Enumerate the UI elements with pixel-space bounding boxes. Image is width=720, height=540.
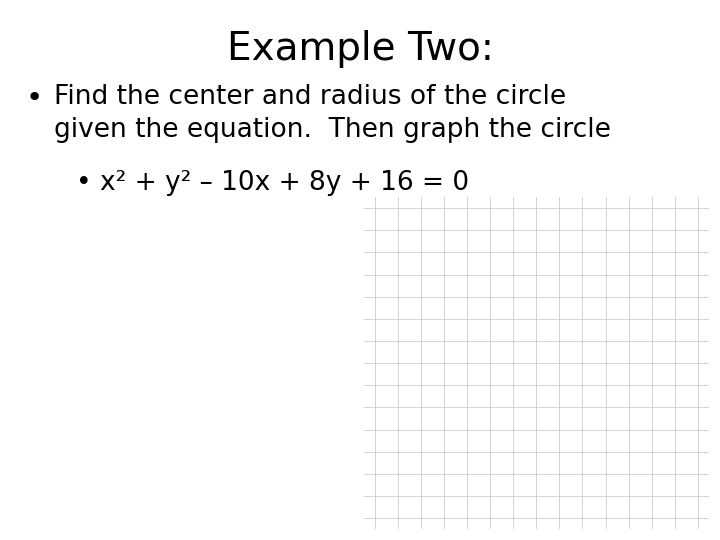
Text: Find the center and radius of the circle
given the equation.  Then graph the cir: Find the center and radius of the circle… (54, 84, 611, 143)
Text: •: • (25, 84, 42, 112)
Text: Example Two:: Example Two: (227, 30, 493, 68)
Text: • x² + y² – 10x + 8y + 16 = 0: • x² + y² – 10x + 8y + 16 = 0 (76, 170, 469, 196)
